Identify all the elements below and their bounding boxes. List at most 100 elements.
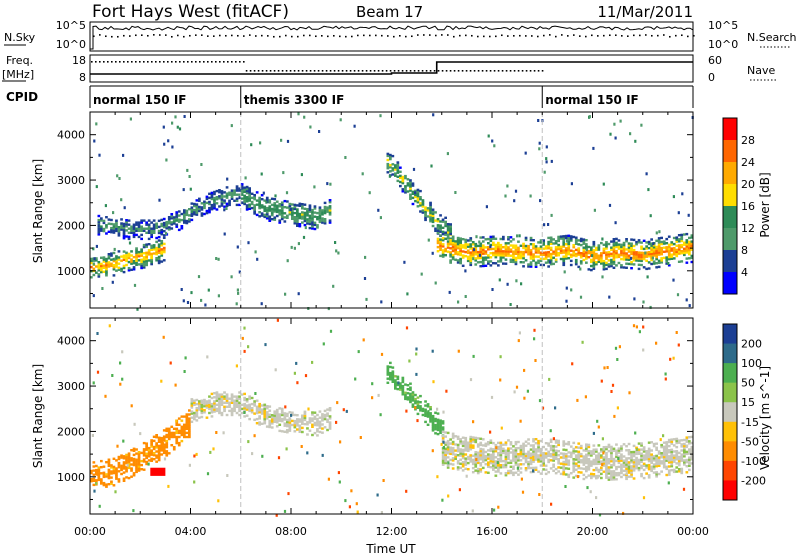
velocity-scatter-cell (212, 447, 215, 451)
velocity-cell (542, 462, 545, 465)
velocity-cell (255, 417, 259, 421)
power-cell (117, 256, 121, 259)
power-cell (228, 199, 231, 202)
power-cell (569, 237, 573, 240)
power-scatter-cell (162, 125, 165, 129)
velocity-cell (180, 439, 184, 443)
velocity-cell (469, 454, 473, 457)
nsearch-dot (633, 34, 635, 37)
velocity-cell (218, 409, 221, 413)
power-cell (127, 227, 131, 230)
velocity-cell (492, 454, 495, 457)
power-cell (301, 205, 304, 208)
velocity-scatter-cell (606, 366, 609, 369)
power-cell (278, 219, 282, 222)
power-cell (562, 255, 566, 258)
power-cell (137, 263, 141, 266)
colorbar-tick-label: 15 (741, 396, 755, 409)
velocity-cell (107, 472, 111, 476)
power-cell (436, 245, 440, 249)
velocity-cell (198, 416, 201, 419)
power-cell (175, 215, 179, 218)
velocity-cell (255, 422, 259, 425)
velocity-cell (605, 470, 608, 473)
velocity-cell (406, 384, 410, 387)
velocity-cell (456, 443, 460, 447)
power-cell (640, 255, 643, 259)
power-cell (680, 243, 684, 247)
velocity-cell (507, 457, 510, 460)
velocity-cell (444, 455, 447, 459)
power-scatter-cell (498, 278, 501, 282)
velocity-cell (157, 444, 161, 448)
velocity-cell (451, 453, 455, 456)
power-cell (127, 223, 131, 226)
velocity-cell (275, 412, 279, 416)
velocity-cell (690, 462, 694, 465)
power-cell (323, 211, 327, 215)
power-cell (157, 259, 161, 263)
power-cell (328, 209, 332, 212)
power-cell (690, 236, 694, 239)
velocity-cell (135, 460, 138, 463)
power-cell (650, 246, 653, 249)
power-cell (439, 238, 442, 241)
power-scatter-cell (297, 112, 300, 116)
power-cell (145, 227, 148, 230)
power-scatter-cell (313, 185, 316, 189)
velocity-cell (188, 417, 191, 420)
power-cell (549, 252, 553, 256)
velocity-cell (595, 454, 598, 457)
velocity-cell (585, 476, 588, 479)
power-cell (564, 251, 568, 254)
nave-tick-low: 0 (708, 71, 715, 84)
power-cell (660, 261, 663, 264)
freq-dot (127, 61, 129, 63)
velocity-cell (517, 440, 520, 444)
power-cell (270, 211, 274, 215)
power-cell (205, 195, 209, 198)
velocity-scatter-cell (130, 404, 133, 408)
power-cell (569, 239, 573, 242)
power-cell (175, 219, 179, 222)
power-cell (238, 193, 241, 196)
power-cell (424, 214, 427, 217)
power-cell (537, 255, 540, 258)
nsearch-dot (441, 34, 443, 36)
power-scatter-cell (614, 221, 617, 225)
velocity-cell (188, 423, 191, 426)
power-cell (590, 260, 593, 264)
velocity-cell (283, 418, 287, 421)
velocity-cell (487, 443, 490, 446)
velocity-cell (215, 393, 219, 396)
velocity-cell (441, 459, 445, 462)
nsearch-dot (495, 35, 497, 38)
power-cell (677, 246, 681, 249)
velocity-cell (627, 451, 631, 454)
velocity-cell (275, 414, 279, 418)
velocity-cell (190, 412, 194, 415)
power-cell (439, 242, 442, 245)
velocity-cell (245, 408, 249, 411)
noise-panel: N.Sky 10^5 10^0 10^5 10^0 N.Search (4, 19, 797, 52)
velocity-scatter-cell (354, 377, 357, 381)
velocity-cell (177, 441, 181, 445)
power-cell (574, 248, 578, 252)
velocity-cell (140, 468, 143, 471)
power-cell (497, 243, 500, 247)
freq-dot (489, 70, 492, 72)
velocity-cell (585, 457, 588, 461)
power-cell (592, 243, 596, 246)
power-cell (117, 258, 121, 261)
velocity-cell (456, 449, 460, 453)
power-cell (140, 250, 143, 253)
velocity-cell (175, 427, 179, 430)
velocity-cell (655, 460, 658, 464)
power-cell (150, 252, 153, 256)
velocity-cell (424, 408, 427, 411)
power-cell (404, 176, 407, 180)
power-cell (436, 220, 440, 223)
velocity-cell (439, 429, 442, 432)
power-cell (492, 237, 495, 240)
power-cell (454, 248, 457, 251)
